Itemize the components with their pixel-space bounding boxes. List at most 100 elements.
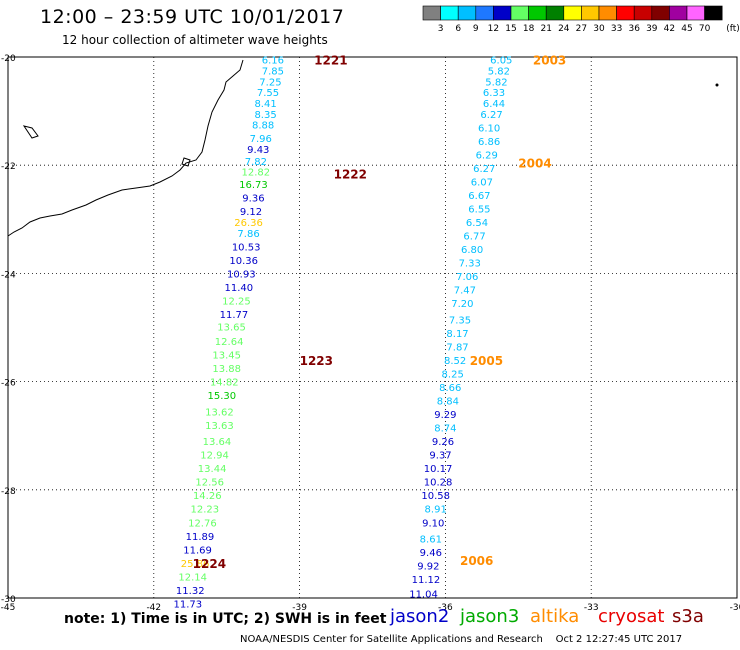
color-scale-tick: 15 [505,24,516,34]
wave-height-label: 8.41 [254,99,276,110]
y-tick-label: -24 [1,270,16,280]
wave-height-label: 12.56 [195,478,224,489]
color-scale-swatch [651,5,670,21]
wave-height-label: 8.88 [252,121,274,132]
wave-height-label: 7.55 [257,88,279,99]
color-scale-tick: 27 [576,24,587,34]
wave-height-label: 12.82 [242,168,271,179]
pass-time-label: 1222 [334,167,367,181]
color-scale-tick: 30 [593,24,605,34]
x-tick-label: -42 [146,603,161,613]
pass-time-label: 2004 [518,156,551,170]
wave-height-label: 12.76 [188,518,217,529]
wave-height-label: 12.23 [191,505,220,516]
wave-height-label: 8.17 [446,329,468,340]
pass-time-label: 1224 [193,557,226,571]
wave-height-label: 6.86 [478,137,500,148]
color-scale-swatch [475,5,494,21]
wave-height-label: 12.25 [222,296,251,307]
wave-height-label: 10.28 [424,478,453,489]
island-outline [181,157,191,167]
y-tick-label: -28 [1,487,16,497]
x-tick-label: -33 [584,603,599,613]
color-scale-tick: 18 [523,24,535,34]
wave-height-label: 6.44 [483,99,505,110]
wave-height-label: 7.82 [245,157,267,168]
color-scale-tick: 6 [455,24,461,34]
wave-height-label: 12.64 [215,337,244,348]
pass-time-label: 2003 [533,54,566,68]
legend-cryosat: cryosat [598,606,665,627]
color-scale-swatch [493,5,512,21]
wave-height-label: 12.94 [200,451,229,462]
wave-height-label: 11.73 [173,599,202,610]
legend-jason3: jason3 [460,606,520,627]
credit-line: NOAA/NESDIS Center for Satellite Applica… [240,634,682,645]
wave-height-label: 8.66 [439,383,461,394]
x-tick-label: -39 [292,603,307,613]
color-scale-tick: 36 [628,24,640,34]
wave-height-label: 7.35 [449,315,471,326]
wave-height-label: 9.29 [434,410,456,421]
wave-height-label: 8.25 [442,369,464,380]
wave-height-label: 6.05 [490,56,512,67]
color-scale-unit: (ft) [726,24,740,34]
color-scale-swatch [704,5,723,21]
generated-timestamp: Oct 2 12:27:45 UTC 2017 [555,634,683,645]
color-scale-swatch [457,5,477,21]
wave-height-label: 8.52 [444,356,466,367]
color-scale-tick: 33 [611,24,622,34]
wave-height-label: 9.43 [247,145,269,156]
pass-time-label: 2006 [460,554,493,568]
wave-height-label: 13.64 [203,437,232,448]
wave-height-label: 5.82 [485,77,507,88]
footnote: note: 1) Time is in UTC; 2) SWH is in fe… [64,611,387,627]
wave-height-label: 9.10 [422,518,444,529]
coastline [7,59,244,237]
color-scale-tick: 21 [540,24,551,34]
color-scale-swatch [422,5,441,21]
pass-time-label: 1223 [300,354,333,368]
wave-height-label: 6.27 [480,110,502,121]
wave-height-label: 13.63 [205,421,234,432]
wave-height-label: 9.26 [432,437,454,448]
wave-height-label: 10.93 [227,269,256,280]
y-tick-label: -20 [1,54,16,64]
wave-height-label: 12.14 [178,572,207,583]
color-scale-tick: 9 [473,24,479,34]
y-tick-label: -22 [1,162,16,172]
pass-time-label: 1221 [314,54,347,68]
wave-height-label: 10.36 [229,256,258,267]
wave-height-label: 11.04 [409,590,438,601]
color-scale-tick: 70 [699,24,711,34]
color-scale-tick: 24 [558,24,570,34]
wave-height-label: 7.87 [446,342,468,353]
map-title: 12:00 – 23:59 UTC 10/01/2017 [40,6,345,28]
wave-height-label: 9.12 [240,207,262,218]
color-scale-swatch [528,5,547,21]
color-scale-swatch [616,5,635,21]
wave-height-label: 6.55 [468,204,490,215]
wave-height-label: 9.37 [429,451,451,462]
wave-height-label: 5.82 [488,67,510,78]
wave-height-label: 6.80 [461,245,483,256]
wave-height-label: 15.30 [208,391,237,402]
wave-height-label: 26.36 [234,218,263,229]
wave-height-label: 8.35 [254,110,276,121]
wave-height-label: 13.44 [198,464,227,475]
legend-jason2: jason2 [390,606,450,627]
wave-height-label: 7.47 [454,286,476,297]
wave-height-label: 7.85 [262,67,284,78]
wave-height-label: 16.73 [239,180,268,191]
legend-s3a: s3a [672,606,704,627]
wave-height-label: 11.89 [186,532,215,543]
color-scale-swatch [545,5,565,21]
x-tick-label: -30 [730,603,740,613]
wave-height-label: 7.86 [237,229,259,240]
plot-frame [7,56,738,599]
wave-height-label: 10.17 [424,464,453,475]
wave-height-label: 7.96 [250,134,272,145]
color-scale-swatch [633,5,653,21]
